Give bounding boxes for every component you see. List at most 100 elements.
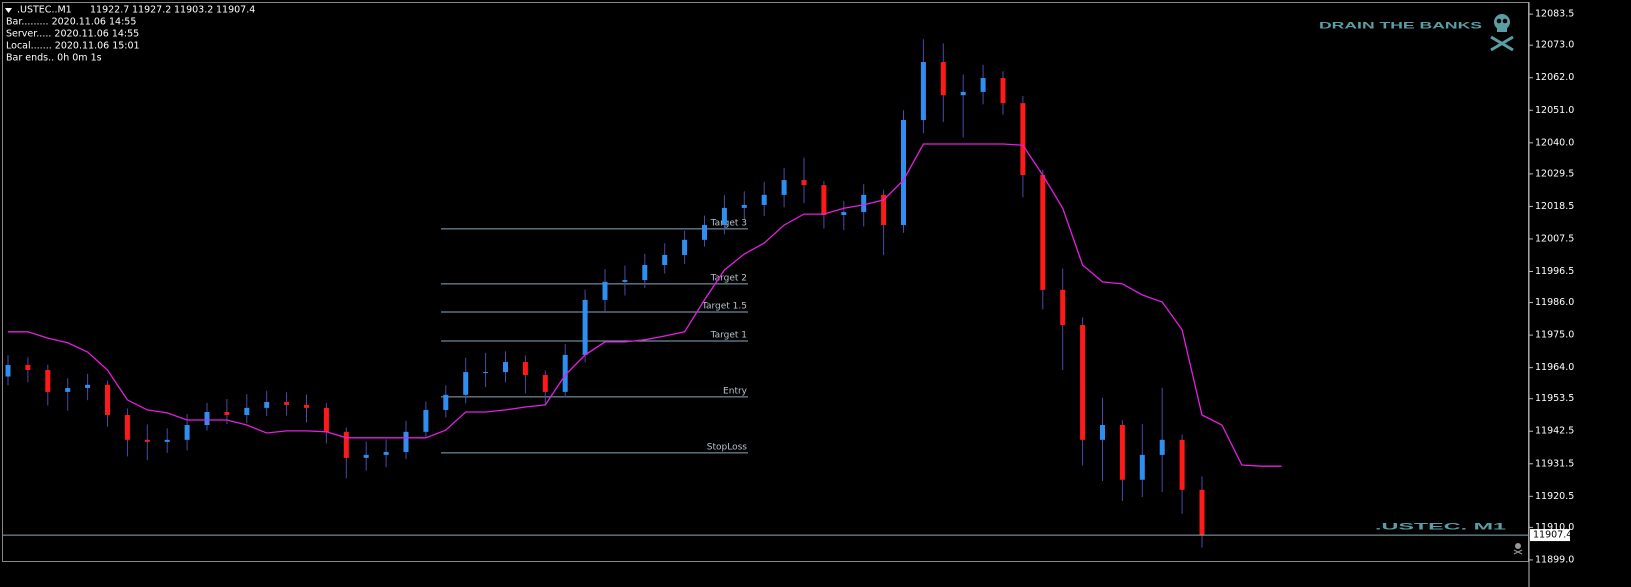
- skull-icon: [1490, 14, 1514, 52]
- candle-body: [940, 62, 946, 96]
- candle-body: [602, 281, 608, 300]
- candle-body: [1080, 325, 1086, 440]
- candle-body: [25, 364, 31, 371]
- level-label: StopLoss: [707, 442, 748, 452]
- y-tick-label: 12029.5: [1535, 168, 1574, 179]
- candle-body: [45, 370, 51, 392]
- candle-body: [702, 225, 707, 240]
- ohlc-high: 11927.2: [132, 5, 171, 16]
- menu-arrow[interactable]: [5, 8, 12, 13]
- candle-body: [164, 439, 170, 442]
- candle-body: [662, 254, 668, 265]
- candle-body: [1000, 78, 1006, 104]
- candle-body: [881, 194, 887, 226]
- y-tick-label: 12040.0: [1535, 137, 1574, 148]
- candle-body: [622, 280, 628, 282]
- ohlc-close: 11907.4: [216, 5, 255, 16]
- y-tick-label: 11942.5: [1535, 426, 1574, 437]
- y-tick-label: 11964.0: [1535, 362, 1574, 373]
- level-label: Entry: [723, 386, 748, 396]
- candle-body: [304, 404, 309, 408]
- plot: 12083.5 12073.0 12062.0 12051.0 12040.0 12029…: [3, 9, 1574, 565]
- info-line: Server..... 2020.11.06 14:55: [6, 29, 139, 40]
- small-skull-icon: [1513, 543, 1523, 555]
- candle-body: [85, 384, 91, 389]
- candle-body: [642, 264, 648, 281]
- candle-body: [403, 431, 409, 452]
- candle-body: [1060, 289, 1066, 326]
- candle-body: [5, 364, 11, 377]
- candle-body: [1139, 454, 1145, 480]
- candle-body: [244, 407, 250, 415]
- candle-body: [801, 180, 807, 186]
- y-tick-label: 12062.0: [1535, 72, 1574, 83]
- level-label: Target 2: [710, 273, 747, 283]
- y-tick-label: 11920.5: [1535, 491, 1574, 502]
- candle-body: [343, 431, 349, 458]
- candle-body: [721, 207, 727, 226]
- info-line: Bar......... 2020.11.06 14:55: [6, 17, 136, 28]
- candle-body: [781, 180, 787, 195]
- candle-body: [582, 299, 588, 355]
- candle-body: [204, 412, 210, 426]
- y-tick-label: 11899.0: [1535, 554, 1574, 565]
- candle-body: [682, 239, 688, 255]
- brand: DRAIN THE BANKS: [1319, 21, 1482, 32]
- candle-body: [383, 451, 389, 455]
- ohlc-open: 11922.7: [90, 5, 129, 16]
- watermark: .USTEC. M1: [1375, 522, 1508, 533]
- candle-body: [224, 412, 230, 415]
- y-tick-label: 11986.0: [1535, 297, 1574, 308]
- candle-body: [124, 414, 130, 440]
- candle-body: [105, 384, 110, 415]
- current-price-box: [1530, 529, 1570, 542]
- candle-body: [1119, 425, 1125, 480]
- candle-body: [323, 407, 329, 432]
- candle-body: [960, 91, 966, 96]
- candle-body: [1179, 439, 1185, 490]
- candle-body: [1100, 425, 1105, 440]
- candle-body: [423, 409, 429, 432]
- candle-body: [861, 194, 867, 213]
- level-label: Target 1: [710, 331, 747, 341]
- y-tick-label: 12018.5: [1535, 201, 1574, 212]
- candle-body: [1159, 439, 1165, 455]
- candle-body: [284, 401, 290, 405]
- candle-body: [920, 62, 926, 121]
- candle-body: [841, 212, 847, 215]
- candle-body: [1040, 175, 1046, 290]
- candle-body: [741, 204, 747, 208]
- y-tick-label: 12007.5: [1535, 233, 1574, 244]
- candle-body: [65, 388, 71, 392]
- y-tick-label: 12051.0: [1535, 105, 1574, 116]
- candle-body: [363, 454, 369, 458]
- trail-line: [8, 143, 1282, 467]
- candle-body: [901, 120, 906, 226]
- info-line: Bar ends.. 0h 0m 1s: [6, 53, 102, 64]
- candle-body: [522, 362, 528, 376]
- candle-body: [144, 439, 150, 442]
- candle-body: [761, 194, 767, 205]
- y-tick-label: 12083.5: [1535, 9, 1574, 20]
- candle-body: [1020, 103, 1026, 176]
- candle-body: [980, 78, 986, 92]
- candle-body: [821, 185, 827, 215]
- info-line: Local....... 2020.11.06 15:01: [6, 41, 140, 52]
- y-tick-label: 11996.5: [1535, 266, 1574, 277]
- candle-body: [264, 401, 270, 408]
- candle-body: [1199, 489, 1205, 536]
- ohlc-low: 11903.2: [174, 5, 213, 16]
- level-label: Target 1.5: [701, 302, 747, 312]
- candle-body: [562, 354, 568, 392]
- candle-body: [503, 362, 508, 373]
- y-tick-label: 11953.5: [1535, 393, 1574, 404]
- y-tick-label: 11931.5: [1535, 458, 1574, 469]
- symbol: .USTEC..M1: [17, 5, 72, 16]
- level-label: Target 3: [710, 218, 747, 228]
- candle-body: [483, 372, 489, 374]
- y-tick-label: 11910.0: [1535, 522, 1574, 533]
- current-price-label: 11907.4: [1533, 530, 1572, 541]
